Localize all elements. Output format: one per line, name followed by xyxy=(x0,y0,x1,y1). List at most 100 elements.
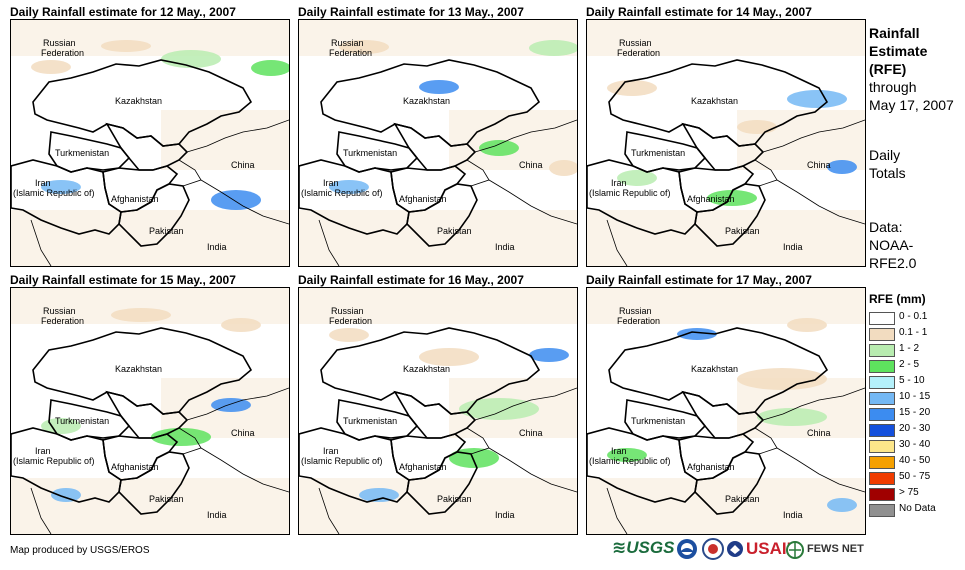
legend-label: No Data xyxy=(899,503,936,514)
heading-line-2: Estimate xyxy=(869,43,928,59)
panel-title: Daily Rainfall estimate for 13 May., 200… xyxy=(298,5,524,19)
rainfall-area xyxy=(359,488,399,502)
rainfall-area xyxy=(161,50,221,68)
country-border xyxy=(11,159,122,235)
rainfall-area xyxy=(827,498,857,512)
country-label-india: India xyxy=(495,242,515,252)
dry-area xyxy=(587,478,865,534)
country-border xyxy=(105,122,189,171)
map-layer xyxy=(587,288,865,534)
country-border xyxy=(470,179,577,225)
country-label-india: India xyxy=(783,242,803,252)
country-label-pakistan: Pakistan xyxy=(149,494,184,504)
country-border xyxy=(318,487,340,534)
country-label-india: India xyxy=(207,242,227,252)
legend-label: 15 - 20 xyxy=(899,407,931,418)
rainfall-map: Russian Federation Kazakhstan Turkmenistan I… xyxy=(298,287,578,535)
country-border xyxy=(474,387,577,421)
map-panel-6: Daily Rainfall estimate for 17 May., 200… xyxy=(586,273,876,535)
country-label-russia-2: Federation xyxy=(329,316,373,326)
legend-label: 50 - 75 xyxy=(899,471,931,482)
country-label-iran-2: (Islamic Republic of) xyxy=(589,188,671,198)
daily-totals-text: Daily Totals xyxy=(869,146,906,182)
country-label-turkmenistan: Turkmenistan xyxy=(343,416,398,426)
rainfall-area xyxy=(329,328,369,342)
country-border xyxy=(762,387,865,421)
country-label-kazakhstan: Kazakhstan xyxy=(691,364,739,374)
country-label-kazakhstan: Kazakhstan xyxy=(115,364,163,374)
country-label-china: China xyxy=(231,160,255,170)
country-border xyxy=(606,219,628,266)
heading-line-3: (RFE) xyxy=(869,61,907,77)
rainfall-area xyxy=(617,170,657,186)
legend-label: 0 - 0.1 xyxy=(899,311,928,322)
country-border xyxy=(11,427,122,503)
rainfall-area xyxy=(329,180,369,194)
country-label-pakistan: Pakistan xyxy=(149,226,184,236)
rainfall-area xyxy=(757,408,827,426)
country-label-afghanistan: Afghanistan xyxy=(399,462,447,472)
dry-area xyxy=(299,478,577,534)
country-border xyxy=(608,327,829,415)
country-label-afghanistan: Afghanistan xyxy=(111,194,159,204)
rainfall-area xyxy=(607,80,657,96)
country-border xyxy=(299,159,410,235)
country-label-iran-2: (Islamic Republic of) xyxy=(589,456,671,466)
country-border xyxy=(681,390,765,439)
rainfall-map: Russian Federation Kazakhstan Turkmenistan I… xyxy=(586,19,866,267)
country-label-russia-2: Federation xyxy=(617,316,661,326)
fewsnet-globe-icon xyxy=(786,541,804,559)
country-label-turkmenistan: Turkmenistan xyxy=(631,416,686,426)
rainfall-area xyxy=(101,40,151,52)
legend-label: 40 - 50 xyxy=(899,455,931,466)
heading-line-1: Rainfall xyxy=(869,25,920,41)
legend-label: 0.1 - 1 xyxy=(899,327,928,338)
country-border xyxy=(393,390,477,439)
country-border xyxy=(678,433,755,481)
legend-label: 5 - 10 xyxy=(899,375,925,386)
country-border xyxy=(186,119,289,153)
country-border xyxy=(608,59,829,147)
panel-title: Daily Rainfall estimate for 14 May., 200… xyxy=(586,5,812,19)
rfe-heading: Rainfall Estimate (RFE) through May 17, … xyxy=(869,24,954,114)
legend-swatch xyxy=(869,328,895,341)
rainfall-area xyxy=(41,418,81,434)
usgs-logo: ≋USGS xyxy=(612,538,675,557)
data-source-text: Data: NOAA- RFE2.0 xyxy=(869,218,916,272)
country-label-iran-2: (Islamic Republic of) xyxy=(301,188,383,198)
rainfall-area xyxy=(827,160,857,174)
rainfall-map: Russian Federation Kazakhstan Turkmenistan I… xyxy=(10,19,290,267)
legend-swatch xyxy=(869,488,895,501)
country-label-iran-2: (Islamic Republic of) xyxy=(13,188,95,198)
country-border xyxy=(393,122,477,171)
dry-area xyxy=(299,210,577,266)
rainfall-area xyxy=(419,348,479,366)
map-layer xyxy=(299,20,577,266)
legend-label: 10 - 15 xyxy=(899,391,931,402)
legend-swatch xyxy=(869,504,895,517)
dry-area xyxy=(299,288,577,324)
panel-title: Daily Rainfall estimate for 17 May., 200… xyxy=(586,273,812,287)
country-border xyxy=(681,122,765,171)
usaid-logo: USAID xyxy=(746,539,799,558)
totals-line-2: Totals xyxy=(869,165,906,181)
country-label-iran-1: Iran xyxy=(323,178,339,188)
rainfall-area xyxy=(41,180,81,194)
country-label-russia-1: Russian xyxy=(331,306,364,316)
country-border xyxy=(754,427,778,449)
country-label-russia-1: Russian xyxy=(331,38,364,48)
rainfall-area xyxy=(221,318,261,332)
rainfall-area xyxy=(707,190,757,206)
country-border xyxy=(754,159,778,181)
rainfall-area xyxy=(787,318,827,332)
dry-area xyxy=(11,210,289,266)
legend-swatch xyxy=(869,344,895,357)
country-border xyxy=(186,387,289,421)
country-label-iran-2: (Islamic Republic of) xyxy=(301,456,383,466)
map-panel-1: Daily Rainfall estimate for 12 May., 200… xyxy=(10,5,300,267)
country-border xyxy=(587,159,698,235)
country-border xyxy=(406,183,478,247)
country-label-russia-1: Russian xyxy=(619,38,652,48)
country-label-iran-2: (Islamic Republic of) xyxy=(13,456,95,466)
country-border xyxy=(587,427,698,503)
